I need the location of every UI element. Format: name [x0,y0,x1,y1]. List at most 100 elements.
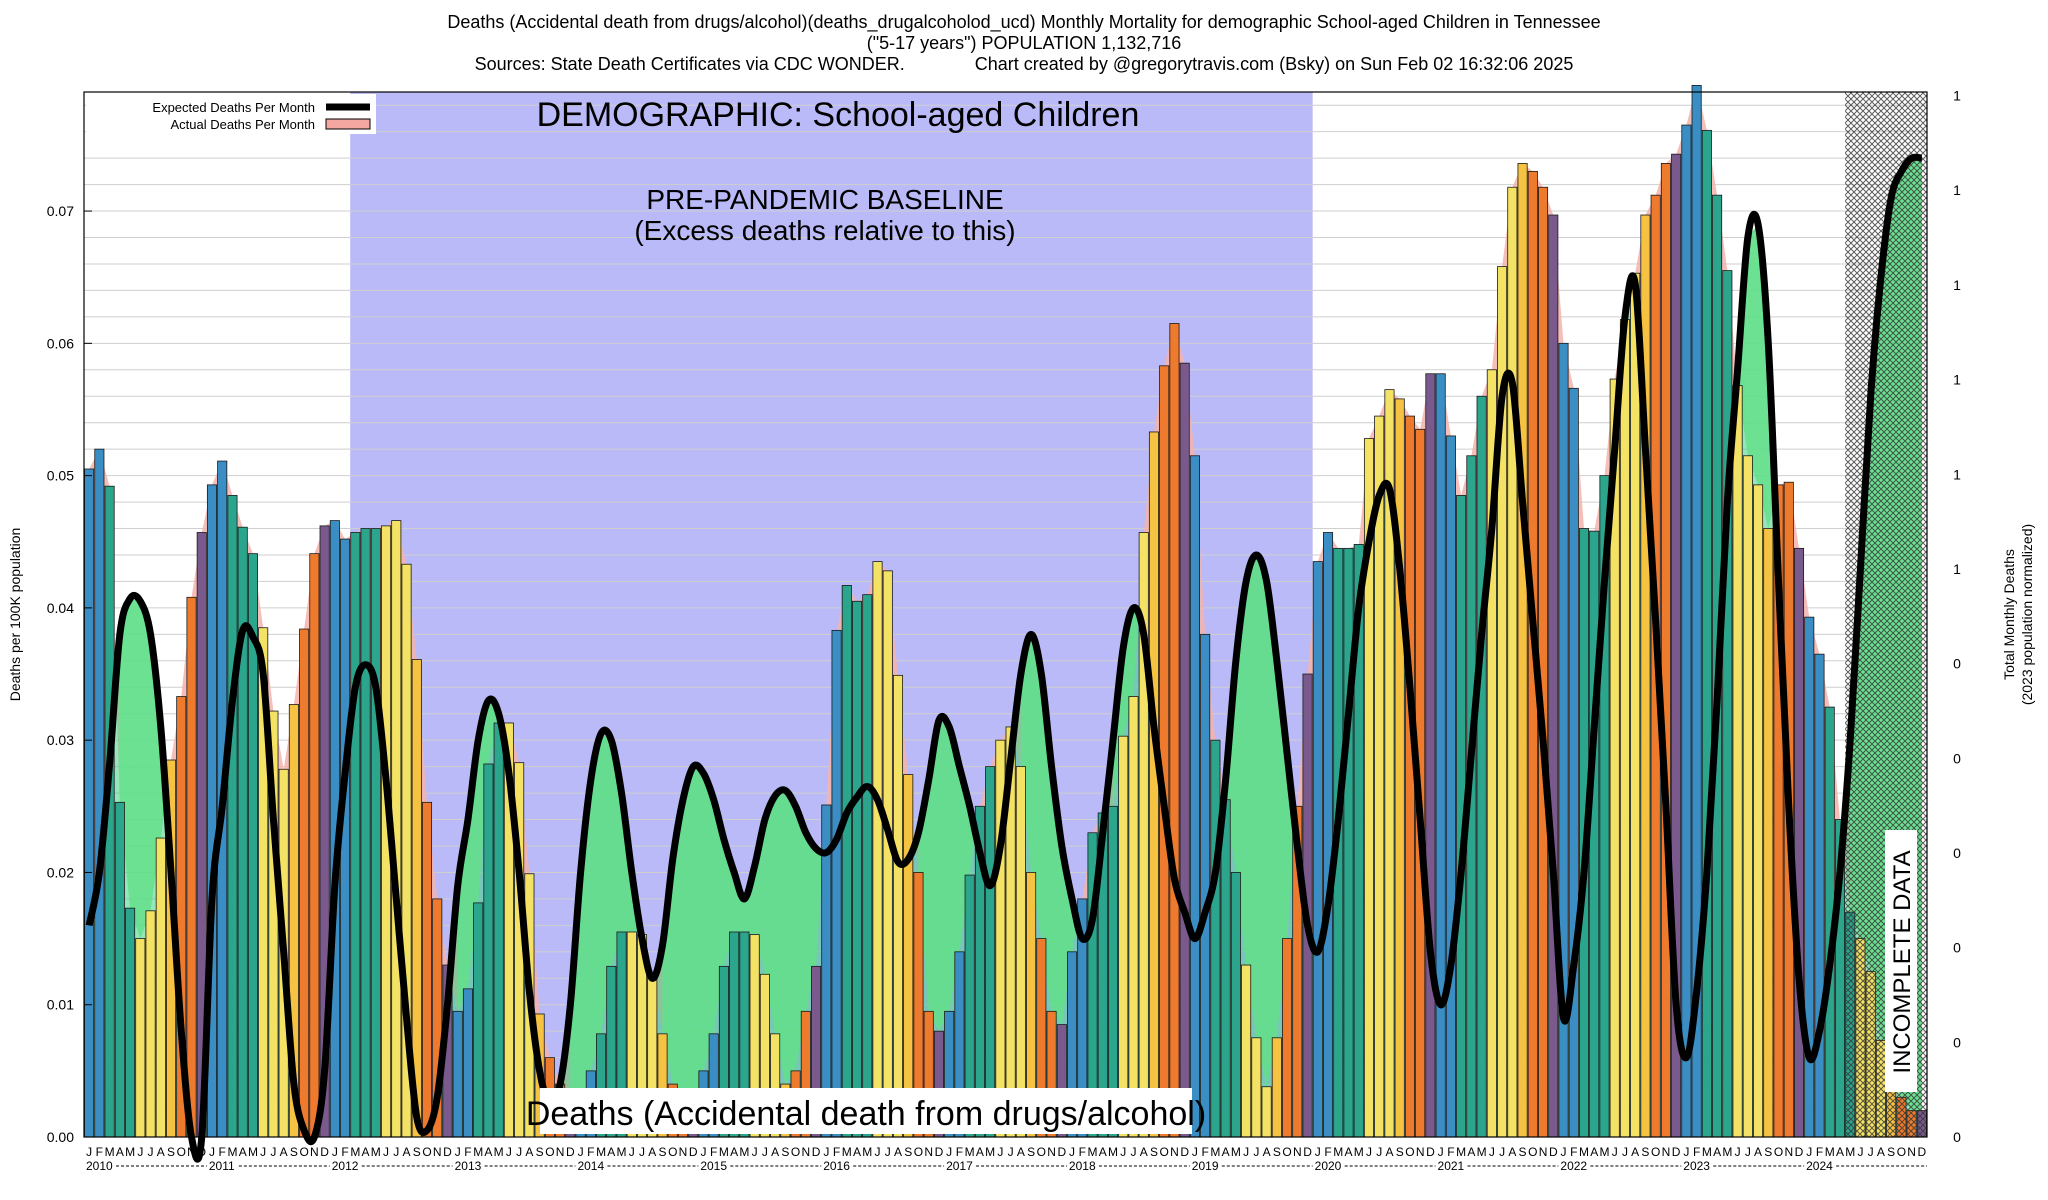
x-month-label: F [956,1145,963,1159]
x-month-label: F [341,1145,348,1159]
x-month-label: S [781,1145,789,1159]
x-month-label: A [1508,1145,1516,1159]
actual-bar [1282,938,1293,1138]
actual-bar [360,528,371,1138]
actual-bar [125,907,136,1138]
x-year-label: 2018 [1069,1159,1096,1173]
x-month-label: J [1120,1145,1126,1159]
actual-bar [1323,532,1334,1138]
title-line-3: Sources: State Death Certificates via CD… [474,54,1574,74]
x-month-label: N [679,1145,688,1159]
actual-bar [1548,214,1559,1138]
y2-tick-label: 0 [1953,845,1961,861]
cause-label-bg [540,1088,1192,1134]
x-year-label: 2021 [1438,1159,1465,1173]
x-month-label: J [1735,1145,1741,1159]
x-month-label: N [433,1145,442,1159]
expected-line [85,153,1923,1163]
x-month-label: M [1722,1145,1732,1159]
y-axis-label: Deaths per 100K population [7,528,23,702]
actual-bar [862,594,873,1138]
actual-bar [483,763,494,1138]
y-tick-label: 0.04 [47,600,74,616]
x-month-label: D [443,1145,452,1159]
x-month-label: S [1764,1145,1772,1159]
y-tick-label: 0.05 [47,468,74,484]
actual-bar [237,526,248,1138]
x-month-label: A [1631,1145,1639,1159]
x-month-label: O [1528,1145,1537,1159]
actual-bar [1148,431,1159,1138]
legend-expected-label: Expected Deaths Per Month [152,100,315,115]
actual-bar [452,1010,463,1138]
x-month-label: F [1816,1145,1823,1159]
actual-bar [370,528,381,1138]
actual-bar [1701,129,1712,1138]
x-month-label: N [802,1145,811,1159]
x-month-label: J [762,1145,768,1159]
x-month-label: M [1333,1145,1343,1159]
actual-bar [84,468,95,1138]
x-month-label: D [1672,1145,1681,1159]
actual-bar [872,561,883,1138]
x-month-label: A [1836,1145,1844,1159]
y2-tick-label: 1 [1953,88,1961,104]
x-month-label: J [137,1145,143,1159]
actual-bar [1159,365,1170,1138]
y2-tick-label: 0 [1953,656,1961,672]
x-month-label: M [1702,1145,1712,1159]
cause-label: Deaths (Accidental death from drugs/alco… [526,1095,1206,1133]
x-month-label: N [556,1145,565,1159]
x-month-label: M [1825,1145,1835,1159]
x-month-label: F [1079,1145,1086,1159]
x-month-label: J [752,1145,758,1159]
x-month-label: N [1784,1145,1793,1159]
x-month-label: J [629,1145,635,1159]
y-tick-label: 0.02 [47,864,74,880]
x-month-label: A [1263,1145,1271,1159]
actual-bar [227,495,238,1138]
actual-bar [421,801,433,1138]
x-month-label: J [86,1145,92,1159]
x-month-label: M [1599,1145,1609,1159]
x-month-label: M [350,1145,360,1159]
actual-bar [1107,805,1119,1138]
x-month-label: A [484,1145,492,1159]
actual-bar [94,448,105,1138]
actual-bar [1517,163,1528,1138]
x-year-label: 2015 [700,1159,727,1173]
actual-bar [1722,270,1733,1138]
x-year-label: 2016 [823,1159,850,1173]
actual-bar [1343,547,1354,1138]
x-month-label: A [771,1145,779,1159]
actual-bar [1507,186,1518,1138]
x-month-label: M [596,1145,606,1159]
x-month-label: J [1806,1145,1812,1159]
y2-tick-label: 0 [1953,750,1961,766]
actual-bar [114,801,125,1138]
x-month-label: A [648,1145,656,1159]
actual-bar [1169,323,1180,1138]
x-month-label: S [1887,1145,1895,1159]
actual-bar [135,938,146,1138]
x-month-label: M [1845,1145,1855,1159]
x-month-label: M [965,1145,975,1159]
baseline-label-2: (Excess deaths relative to this) [634,215,1015,246]
actual-bar [1589,530,1600,1138]
x-month-label: N [1662,1145,1671,1159]
x-month-label: O [1160,1145,1169,1159]
chart-title: Deaths (Accidental death from drugs/alco… [0,12,2048,75]
x-month-label: S [1396,1145,1404,1159]
x-month-label: A [894,1145,902,1159]
actual-bar [1445,435,1456,1138]
x-month-label: O [545,1145,554,1159]
actual-bar [1814,653,1825,1138]
actual-bar [1200,633,1211,1138]
x-month-label: M [494,1145,504,1159]
x-month-label: O [1897,1145,1906,1159]
actual-bar [903,774,914,1138]
x-month-label: J [1366,1145,1372,1159]
actual-bar [462,988,473,1138]
x-month-label: M [1231,1145,1241,1159]
